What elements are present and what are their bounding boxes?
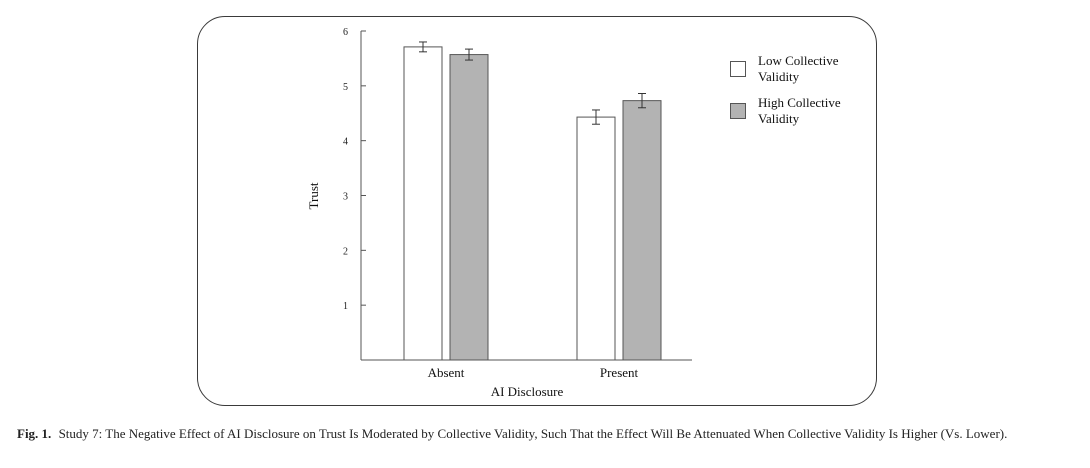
y-axis-label: Trust — [306, 182, 321, 209]
figure-label: Fig. 1. — [17, 426, 52, 441]
bar — [576, 116, 616, 361]
legend-swatch-low — [730, 61, 746, 77]
y-tick-label: 2 — [343, 246, 348, 257]
bar — [403, 46, 443, 361]
x-axis-label: AI Disclosure — [491, 384, 564, 399]
x-tick-label: Absent — [428, 365, 465, 380]
y-tick-label: 3 — [343, 192, 348, 203]
legend-item-low: Low Collective Validity — [730, 53, 880, 85]
figure-caption: Fig. 1. Study 7: The Negative Effect of … — [17, 425, 1077, 443]
bar — [622, 100, 662, 361]
caption-text: Study 7: The Negative Effect of AI Discl… — [58, 426, 1008, 441]
legend-label-low: Low Collective Validity — [758, 53, 839, 84]
y-tick-label: 5 — [343, 82, 348, 93]
y-tick-label: 4 — [343, 137, 348, 148]
figure-frame — [197, 16, 877, 406]
bar — [449, 54, 489, 361]
x-tick-label: Present — [600, 365, 639, 380]
legend-swatch-high — [730, 103, 746, 119]
legend-item-high: High Collective Validity — [730, 95, 880, 127]
y-tick-label: 6 — [343, 27, 348, 38]
chart-legend: Low Collective Validity High Collective … — [730, 53, 880, 137]
y-tick-label: 1 — [343, 301, 348, 312]
legend-label-high: High Collective Validity — [758, 95, 841, 126]
